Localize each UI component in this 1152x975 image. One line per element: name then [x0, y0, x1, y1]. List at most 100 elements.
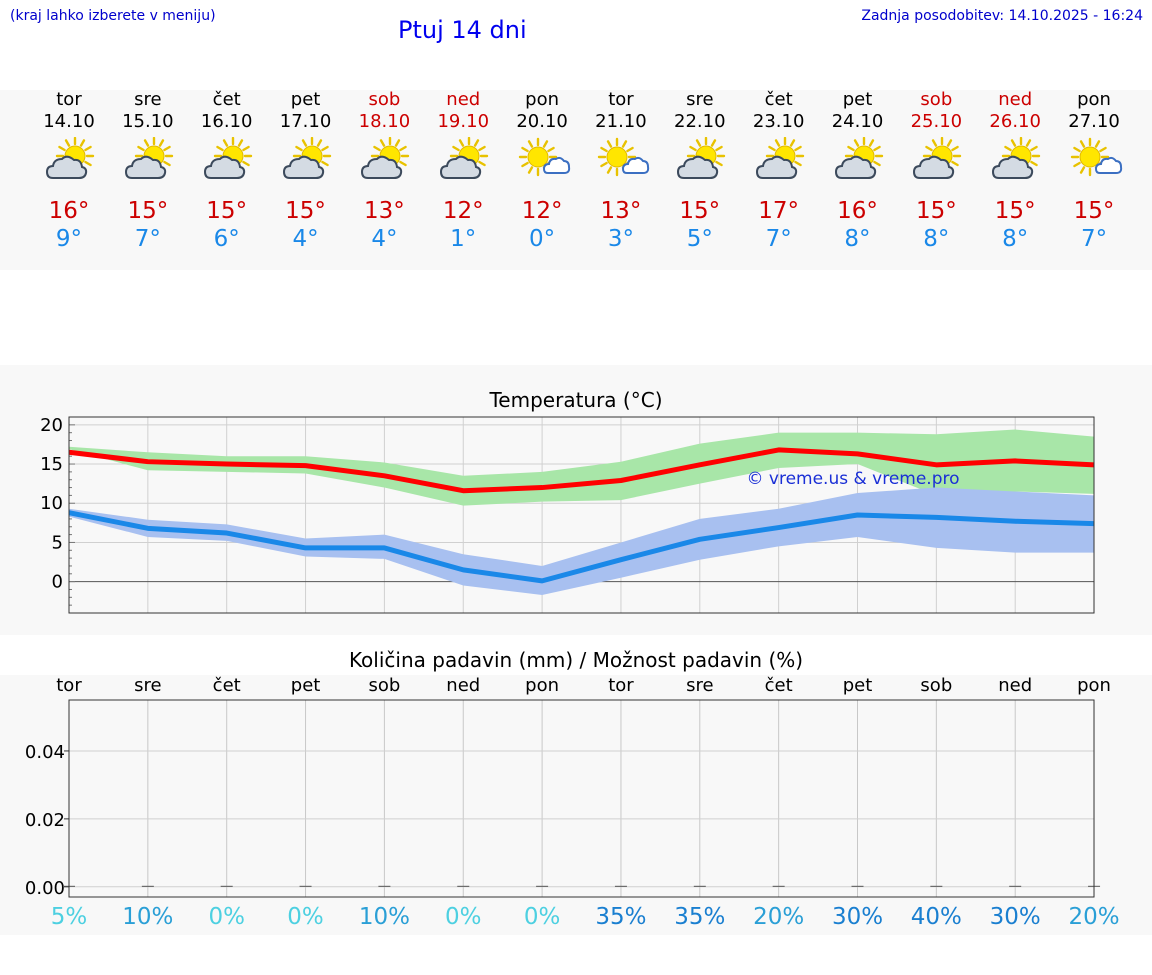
sun-ray — [527, 166, 534, 174]
day-date: 23.10 — [752, 111, 805, 132]
forecast-day: tor 21.10 — [581, 89, 661, 133]
forecast-day: sob 18.10 — [344, 89, 424, 133]
sun-ray — [316, 139, 322, 147]
sun-ray — [1010, 139, 1017, 147]
precip-day-label: tor — [56, 675, 82, 696]
forecast-day: pon 20.10 — [502, 89, 582, 133]
page-title: Ptuj 14 dni — [398, 16, 527, 44]
precip-chance: 0% — [523, 904, 561, 930]
temp-max: 15° — [285, 198, 326, 224]
y-tick-label: 10 — [40, 493, 63, 514]
sun-cloud-icon — [440, 137, 489, 179]
precip-day-label: ned — [998, 675, 1033, 696]
sun-ray — [215, 145, 224, 152]
plot-frame — [68, 416, 1095, 614]
location-hint: (kraj lahko izberete v meniju) — [10, 8, 216, 24]
sun-ray — [1079, 166, 1086, 174]
sun-ray — [320, 145, 329, 152]
sun-ray — [621, 140, 628, 148]
sun-ray — [143, 139, 150, 147]
y-tick-label: 0 — [52, 572, 63, 593]
sun-ray — [399, 145, 408, 152]
temp-max: 15° — [1073, 198, 1115, 224]
y-tick-label: 20 — [40, 415, 63, 436]
temp-min: 4° — [292, 226, 319, 252]
day-date: 15.10 — [122, 111, 174, 132]
sun-ray — [1030, 145, 1038, 152]
cloud — [203, 155, 245, 179]
y-tick-label: 0.04 — [25, 742, 65, 763]
precip-day-label: tor — [608, 675, 634, 696]
temp-min: 4° — [371, 226, 398, 252]
precip-chance: 0% — [287, 904, 324, 930]
sun-ray — [137, 145, 145, 152]
cloud — [676, 155, 718, 179]
temp-min: 7° — [1080, 226, 1108, 252]
sun-ray — [301, 139, 307, 147]
sun-ray — [163, 160, 171, 167]
sun-ray — [84, 160, 92, 167]
forecast-day: ned 19.10 — [423, 89, 503, 133]
temp-min: 3° — [607, 226, 634, 252]
temp-min: 8° — [1002, 226, 1029, 252]
temp-min: 0° — [529, 226, 556, 252]
sun-ray — [626, 146, 634, 153]
temp-min: 8° — [844, 226, 871, 252]
precipitation-chart: 0.00 0.02 0.04 — [25, 699, 1101, 899]
sun-disc — [606, 146, 628, 168]
day-date: 22.10 — [674, 111, 726, 132]
precip-chance: 40% — [910, 904, 962, 930]
forecast-day: čet 23.10 — [739, 89, 819, 133]
precip-day-label: sob — [368, 675, 401, 696]
y-tick-label: 5 — [52, 532, 63, 553]
plot-area — [69, 700, 1094, 897]
sun-ray — [925, 145, 934, 152]
sun-cloud-icon — [282, 137, 331, 179]
sun-ray — [932, 139, 938, 147]
sun-ray — [79, 139, 86, 147]
sun-ray — [542, 140, 549, 148]
precip-chance: 20% — [1068, 904, 1120, 930]
temp-max: 15° — [127, 198, 169, 224]
cloud — [755, 155, 797, 179]
sun-ray — [478, 145, 487, 152]
day-name: sob — [368, 89, 401, 110]
sun-ray — [846, 145, 855, 152]
day-date: 18.10 — [358, 111, 411, 132]
cloud — [543, 156, 571, 174]
sun-ray — [547, 146, 555, 153]
precip-day-label: sob — [920, 675, 953, 696]
sun-ray — [947, 139, 953, 147]
precip-day-label: pet — [290, 675, 321, 696]
sun-ray — [689, 145, 697, 152]
precip-chance: 5% — [50, 904, 88, 930]
cloud — [913, 155, 955, 179]
precipitation-chart-title: Količina padavin (mm) / Možnost padavin … — [348, 648, 804, 672]
cloud — [45, 155, 88, 179]
temp-min: 7° — [765, 226, 792, 252]
forecast-day: sre 22.10 — [660, 89, 740, 133]
day-name: čet — [764, 89, 793, 110]
sun-ray — [774, 139, 780, 147]
sun-cloud-icon — [834, 137, 883, 179]
precip-chance: 10% — [358, 904, 410, 930]
sun-ray — [1004, 145, 1012, 152]
sun-small-cloud-icon — [1070, 137, 1123, 177]
day-name: sre — [134, 89, 162, 110]
temp-max: 17° — [758, 198, 800, 224]
precip-chance: 30% — [989, 904, 1041, 930]
sun-ray — [459, 139, 465, 147]
day-name: pon — [525, 89, 560, 110]
sun-cloud-icon — [913, 137, 962, 179]
precip-chance: 35% — [595, 904, 647, 930]
day-date: 20.10 — [516, 111, 568, 132]
precip-day-label: pet — [842, 675, 873, 696]
precipitation-bar — [378, 885, 391, 887]
sun-ray — [478, 160, 487, 167]
sun-ray — [527, 140, 534, 148]
precipitation-bar — [614, 885, 627, 887]
forecast-day: sob 25.10 — [896, 89, 976, 133]
precip-day-label: sre — [134, 675, 162, 696]
precip-chance: 20% — [753, 904, 805, 930]
temp-max: 16° — [48, 198, 90, 224]
